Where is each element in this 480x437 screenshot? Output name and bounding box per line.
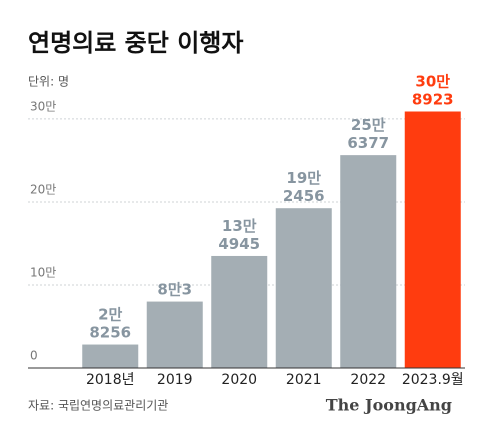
bar bbox=[211, 255, 268, 368]
value-label-line: 2만 bbox=[98, 305, 122, 323]
chart-title: 연명의료 중단 이행자 bbox=[28, 29, 243, 57]
value-label-line: 25만 bbox=[351, 116, 386, 134]
value-label: 8만3 bbox=[157, 280, 192, 298]
value-label-line: 8256 bbox=[89, 323, 131, 341]
value-label: 25만 6377 bbox=[347, 116, 389, 152]
value-label: 13만 4945 bbox=[218, 216, 260, 252]
value-label-line: 8923 bbox=[412, 90, 454, 108]
y-tick-label: 20만 bbox=[30, 182, 56, 196]
value-label-line: 4945 bbox=[218, 234, 260, 252]
bar bbox=[146, 301, 203, 368]
y-tick-label: 10만 bbox=[30, 265, 56, 279]
bar bbox=[340, 155, 397, 368]
value-label-line: 30만 bbox=[415, 72, 450, 90]
value-label: 2만 8256 bbox=[89, 305, 131, 341]
unit-note: 단위: 명 bbox=[28, 75, 69, 89]
value-label-line: 6377 bbox=[347, 134, 389, 152]
x-tick-label: 2019 bbox=[157, 372, 193, 388]
y-tick-label: 0 bbox=[30, 349, 38, 363]
y-tick-label: 30만 bbox=[30, 99, 56, 113]
value-label-line: 8만3 bbox=[157, 280, 192, 298]
x-tick-label: 2021 bbox=[286, 372, 322, 388]
value-label-line: 19만 bbox=[286, 169, 321, 187]
bar bbox=[275, 208, 332, 368]
value-label-line: 13만 bbox=[222, 216, 257, 234]
value-label: 19만 2456 bbox=[283, 169, 325, 205]
x-tick-label: 2023.9월 bbox=[402, 372, 464, 388]
x-tick-label: 2022 bbox=[350, 372, 386, 388]
bar bbox=[82, 344, 139, 368]
logo: The JoongAng bbox=[326, 396, 452, 415]
x-tick-label: 2018년 bbox=[86, 372, 135, 388]
source-note: 자료: 국립연명의료관리기관 bbox=[28, 399, 168, 413]
x-tick-label: 2020 bbox=[221, 372, 257, 388]
value-label: 30만 8923 bbox=[412, 72, 454, 108]
value-label-line: 2456 bbox=[283, 187, 325, 205]
bar bbox=[404, 111, 461, 368]
